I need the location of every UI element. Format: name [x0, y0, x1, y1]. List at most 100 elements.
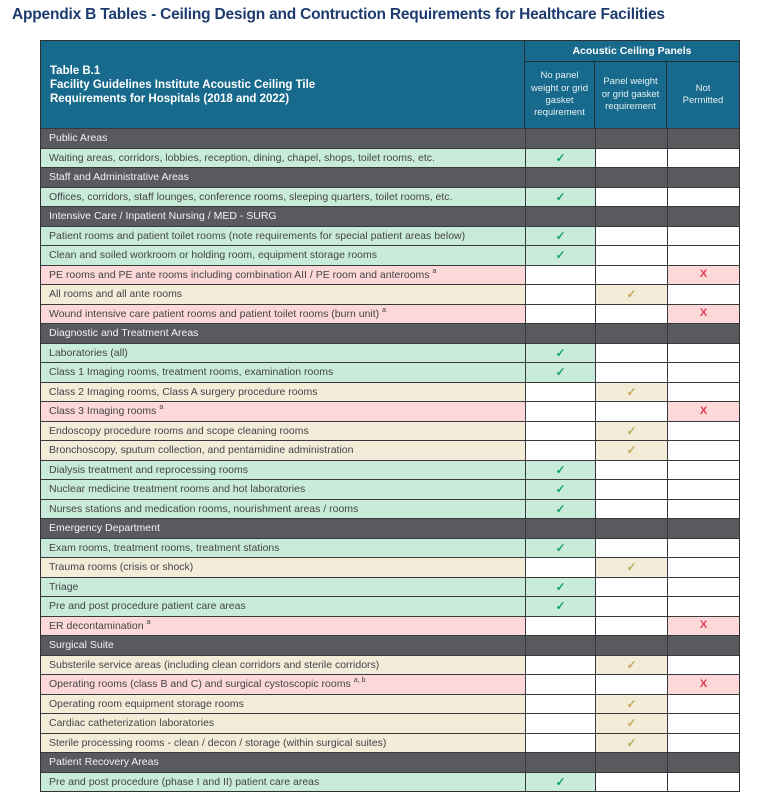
row-label-cell: Staff and Administrative Areas: [41, 168, 525, 187]
check-icon: ✓: [555, 579, 566, 594]
mark-cell-not-permitted: X: [667, 304, 739, 323]
mark-cell-panel-weight: [595, 324, 667, 343]
mark-cell-no-panel-weight: ✓: [525, 148, 595, 167]
table-row: Sterile processing rooms - clean / decon…: [41, 732, 739, 752]
table-row: ER decontamination a X: [41, 615, 739, 635]
row-label-cell: Public Areas: [41, 129, 525, 148]
section-header-row: Surgical Suite: [41, 635, 739, 655]
mark-cell-panel-weight: [595, 538, 667, 557]
check-icon: ✓: [626, 423, 637, 438]
row-label-cell: Nurses stations and medication rooms, no…: [41, 499, 525, 518]
mark-cell-no-panel-weight: ✓: [525, 577, 595, 596]
row-label: Wound intensive care patient rooms and p…: [49, 307, 380, 320]
row-label-cell: Class 3 Imaging rooms a: [41, 402, 525, 421]
mark-cell-panel-weight: [595, 597, 667, 616]
x-icon: X: [699, 268, 708, 281]
table-row: Dialysis treatment and reprocessing room…: [41, 459, 739, 479]
table-body: Public Areas Waiting areas, corridors, l…: [41, 128, 739, 791]
table-row: Class 2 Imaging rooms, Class A surgery p…: [41, 381, 739, 401]
table-title-line2: Facility Guidelines Institute Acoustic C…: [50, 78, 316, 91]
mark-cell-panel-weight: ✓: [595, 421, 667, 440]
row-label-cell: Sterile processing rooms - clean / decon…: [41, 733, 525, 752]
row-label: Patient rooms and patient toilet rooms (…: [49, 229, 466, 242]
mark-cell-panel-weight: ✓: [595, 733, 667, 752]
check-icon: ✓: [555, 540, 566, 555]
table-title-cell: Table B.1 Facility Guidelines Institute …: [41, 41, 525, 128]
row-label-cell: Trauma rooms (crisis or shock): [41, 558, 525, 577]
row-label: Class 1 Imaging rooms, treatment rooms, …: [49, 366, 334, 379]
mark-cell-no-panel-weight: [525, 714, 595, 733]
mark-cell-panel-weight: [595, 304, 667, 323]
row-label: Nuclear medicine treatment rooms and hot…: [49, 483, 306, 496]
mark-cell-panel-weight: [595, 480, 667, 499]
row-label: Pre and post procedure (phase I and II) …: [49, 775, 320, 788]
mark-cell-not-permitted: [667, 597, 739, 616]
mark-cell-panel-weight: [595, 460, 667, 479]
row-label-cell: Operating rooms (class B and C) and surg…: [41, 675, 525, 694]
check-icon: ✓: [555, 189, 566, 204]
column-group-header: Acoustic Ceiling Panels: [525, 41, 739, 62]
mark-cell-panel-weight: ✓: [595, 694, 667, 713]
mark-cell-not-permitted: [667, 714, 739, 733]
row-label: PE rooms and PE ante rooms including com…: [49, 268, 430, 281]
page-title: Appendix B Tables - Ceiling Design and C…: [12, 6, 665, 23]
row-label-cell: Patient rooms and patient toilet rooms (…: [41, 226, 525, 245]
mark-cell-no-panel-weight: [525, 207, 595, 226]
row-label-cell: ER decontamination a: [41, 616, 525, 635]
mark-cell-not-permitted: [667, 558, 739, 577]
mark-cell-not-permitted: [667, 733, 739, 752]
mark-cell-panel-weight: [595, 675, 667, 694]
table-row: Operating rooms (class B and C) and surg…: [41, 674, 739, 694]
table-row: Patient rooms and patient toilet rooms (…: [41, 225, 739, 245]
mark-cell-panel-weight: [595, 616, 667, 635]
mark-cell-panel-weight: ✓: [595, 655, 667, 674]
mark-cell-not-permitted: [667, 480, 739, 499]
row-label-cell: PE rooms and PE ante rooms including com…: [41, 265, 525, 284]
row-label: Exam rooms, treatment rooms, treatment s…: [49, 541, 280, 554]
check-icon: ✓: [555, 365, 566, 380]
mark-cell-not-permitted: [667, 694, 739, 713]
mark-cell-panel-weight: ✓: [595, 382, 667, 401]
mark-cell-not-permitted: [667, 460, 739, 479]
mark-cell-panel-weight: [595, 343, 667, 362]
mark-cell-no-panel-weight: ✓: [525, 480, 595, 499]
table-row: Triage ✓: [41, 576, 739, 596]
row-label: All rooms and all ante rooms: [49, 288, 183, 301]
mark-cell-no-panel-weight: [525, 519, 595, 538]
mark-cell-no-panel-weight: [525, 324, 595, 343]
row-label-cell: Dialysis treatment and reprocessing room…: [41, 460, 525, 479]
column-headers: No panel weight or grid gasket requireme…: [525, 62, 739, 128]
x-icon: X: [699, 619, 708, 632]
row-label: Operating rooms (class B and C) and surg…: [49, 678, 351, 691]
check-icon: ✓: [555, 599, 566, 614]
row-label: Cardiac catheterization laboratories: [49, 717, 215, 730]
mark-cell-panel-weight: ✓: [595, 441, 667, 460]
table-row: Class 1 Imaging rooms, treatment rooms, …: [41, 362, 739, 382]
mark-cell-no-panel-weight: ✓: [525, 499, 595, 518]
mark-cell-no-panel-weight: ✓: [525, 363, 595, 382]
mark-cell-not-permitted: [667, 226, 739, 245]
row-label: Class 2 Imaging rooms, Class A surgery p…: [49, 385, 318, 398]
x-icon: X: [699, 404, 708, 417]
row-label: Laboratories (all): [49, 346, 128, 359]
mark-cell-not-permitted: [667, 324, 739, 343]
mark-cell-no-panel-weight: [525, 304, 595, 323]
mark-cell-no-panel-weight: [525, 382, 595, 401]
mark-cell-no-panel-weight: ✓: [525, 187, 595, 206]
table-row: Class 3 Imaging rooms a X: [41, 401, 739, 421]
mark-cell-panel-weight: [595, 265, 667, 284]
row-label: Substerile service areas (including clea…: [49, 658, 380, 671]
row-label: Nurses stations and medication rooms, no…: [49, 502, 359, 515]
mark-cell-panel-weight: [595, 148, 667, 167]
mark-cell-not-permitted: [667, 441, 739, 460]
mark-cell-panel-weight: [595, 577, 667, 596]
row-label-cell: Endoscopy procedure rooms and scope clea…: [41, 421, 525, 440]
mark-cell-no-panel-weight: [525, 636, 595, 655]
section-header-row: Staff and Administrative Areas: [41, 167, 739, 187]
check-icon: ✓: [555, 150, 566, 165]
table-row: PE rooms and PE ante rooms including com…: [41, 264, 739, 284]
mark-cell-no-panel-weight: ✓: [525, 597, 595, 616]
row-label-cell: Offices, corridors, staff lounges, confe…: [41, 187, 525, 206]
x-icon: X: [699, 677, 708, 690]
table-row: Bronchoscopy, sputum collection, and pen…: [41, 440, 739, 460]
